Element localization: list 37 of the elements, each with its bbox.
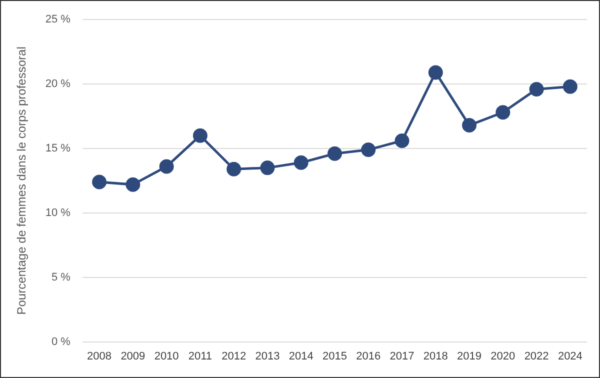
y-tick-label: 5 % (52, 271, 71, 284)
point (327, 146, 342, 161)
x-tick-label: 2011 (188, 350, 212, 362)
y-tick-label: 15 % (45, 142, 71, 155)
point (428, 65, 443, 80)
y-tick-label: 25 % (45, 14, 71, 26)
point (462, 118, 477, 133)
x-tick-label: 2018 (423, 350, 448, 362)
x-tick-label: 2015 (322, 350, 347, 362)
x-tick-label: 2010 (154, 350, 179, 362)
point (294, 155, 308, 170)
point (126, 177, 140, 192)
point (192, 128, 208, 143)
y-tick-label: 20 % (45, 78, 71, 90)
x-tick-label: 2020 (490, 350, 516, 362)
x-tick-label: 2009 (120, 350, 146, 362)
point (394, 133, 410, 148)
point (562, 79, 578, 94)
x-tick-label: 2012 (222, 350, 246, 362)
x-tick-label: 2024 (558, 350, 582, 362)
y-axis-title: Pourcentage de femmes dans le corps professoral (14, 46, 29, 315)
y-tick-label: 10 % (45, 206, 71, 219)
point (361, 142, 376, 158)
x-tick-label: 2008 (87, 350, 112, 362)
point (92, 174, 107, 190)
point (496, 105, 510, 120)
x-tick-label: 2014 (288, 350, 314, 362)
y-tick-label: 0 % (52, 336, 71, 348)
point (226, 162, 242, 176)
x-tick-label: 2013 (255, 350, 280, 362)
x-tick-label: 2022 (524, 350, 549, 362)
point (260, 160, 275, 176)
point (529, 82, 544, 96)
x-tick-label: 2019 (457, 350, 482, 362)
x-tick-label: 2016 (356, 350, 381, 362)
x-tick-label: 2017 (390, 350, 414, 362)
point (159, 159, 174, 174)
